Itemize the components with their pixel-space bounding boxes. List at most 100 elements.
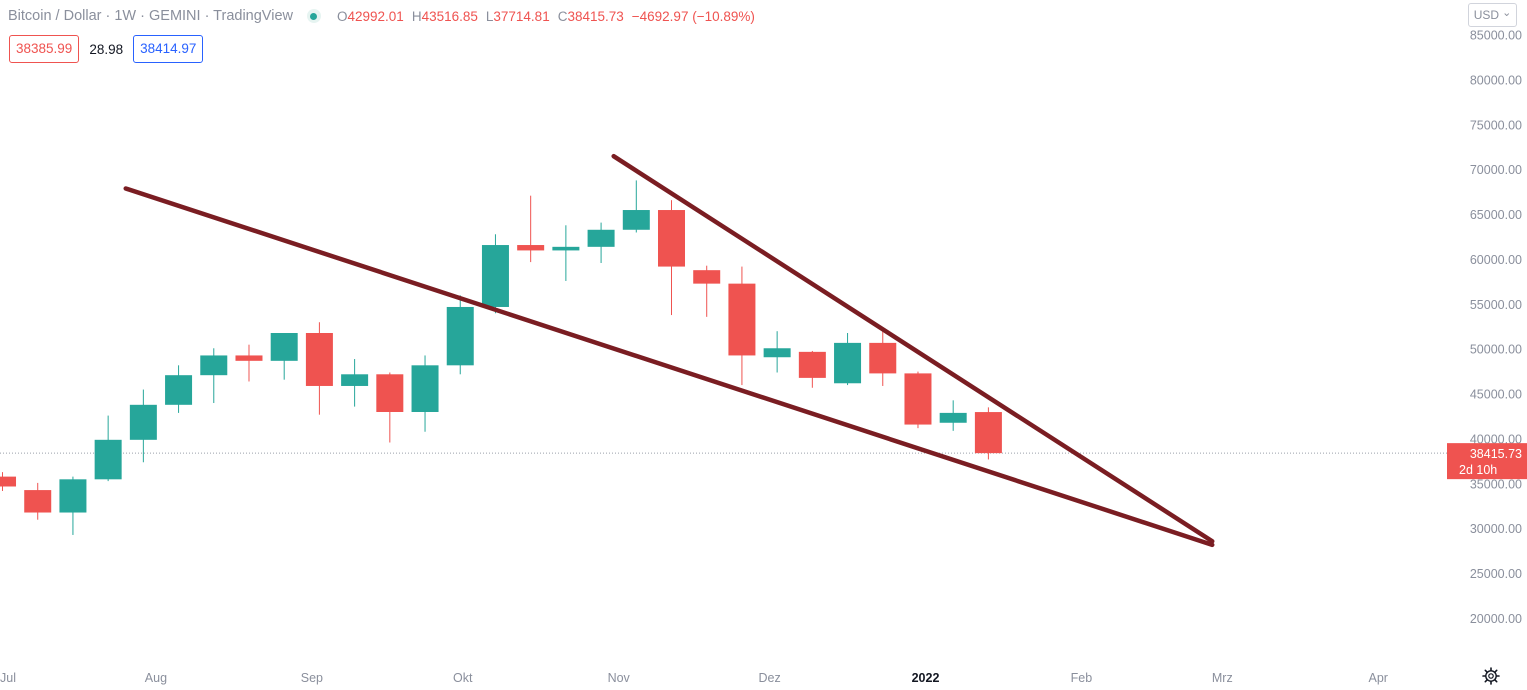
price-tick-label: 85000.00 <box>1470 29 1522 43</box>
candle-body <box>59 479 87 513</box>
candle-body <box>974 412 1002 454</box>
buy-sell-panel: 38385.99 28.98 38414.97 <box>9 35 204 63</box>
last-price-tag: 38415.73 2d 10h <box>1447 443 1527 480</box>
candle-bullish <box>939 400 967 431</box>
candle-body <box>552 246 580 251</box>
candle-body <box>24 490 52 513</box>
candle-bullish <box>94 415 122 482</box>
price-tick-label: 20000.00 <box>1470 612 1522 626</box>
time-axis[interactable]: Jul Aug Sep Okt Nov Dez 2022 Feb Mrz Apr <box>0 671 1388 685</box>
time-tick-label: Okt <box>453 671 473 685</box>
candle-body <box>798 351 826 378</box>
candle-body <box>0 476 17 487</box>
candle-body <box>481 245 509 307</box>
time-tick-label: Feb <box>1071 671 1093 685</box>
trendline[interactable] <box>123 186 1215 548</box>
ohlc-open: O42992.01 <box>336 8 404 24</box>
candle-body <box>517 245 545 251</box>
time-tick-label: 2022 <box>912 671 940 685</box>
gear-icon[interactable] <box>1482 667 1500 685</box>
candle-bullish <box>165 365 193 413</box>
price-tick-label: 80000.00 <box>1470 73 1522 87</box>
candle-bullish <box>59 476 87 535</box>
price-tick-label: 30000.00 <box>1470 522 1522 536</box>
candle-body <box>165 375 193 405</box>
candle-bullish <box>341 359 369 407</box>
buy-price-button[interactable]: 38414.97 <box>133 35 204 63</box>
candle-bullish <box>763 331 791 373</box>
candle-body <box>94 439 122 480</box>
candle-body <box>622 210 650 230</box>
candle-bearish <box>693 265 721 317</box>
candle-bullish <box>552 225 580 281</box>
candle-bullish <box>622 180 650 233</box>
candle-body <box>763 348 791 358</box>
time-tick-label: Mrz <box>1212 671 1233 685</box>
currency-selector[interactable]: USD ⌄ <box>1468 3 1517 27</box>
candle-bearish <box>235 344 263 382</box>
price-tick-label: 75000.00 <box>1470 118 1522 132</box>
chevron-down-icon: ⌄ <box>1502 6 1512 19</box>
candle-bearish <box>658 200 686 316</box>
candle-bearish <box>24 482 52 520</box>
candles-group <box>0 180 1002 535</box>
time-tick-label: Nov <box>608 671 631 685</box>
spread-value: 28.98 <box>89 41 124 57</box>
candle-body <box>376 374 404 412</box>
candle-bullish <box>481 234 509 314</box>
legend-header: Bitcoin / Dollar · 1W · GEMINI · Trading… <box>8 6 763 26</box>
price-tick-label: 70000.00 <box>1470 163 1522 177</box>
candle-bearish <box>0 472 17 491</box>
time-tick-label: Jul <box>0 671 16 685</box>
candle-bullish <box>270 333 298 380</box>
candle-bullish <box>834 333 862 386</box>
candle-bearish <box>376 372 404 443</box>
market-status-icon[interactable] <box>306 9 321 23</box>
candle-bearish <box>798 350 826 388</box>
candle-body <box>235 355 263 361</box>
candle-bearish <box>869 331 897 386</box>
time-tick-label: Aug <box>145 671 167 685</box>
ohlc-change: −4692.97 (−10.89%) <box>631 8 755 24</box>
candle-bearish <box>517 195 545 263</box>
candle-body <box>834 342 862 384</box>
time-tick-label: Sep <box>301 671 323 685</box>
candle-body <box>658 210 686 267</box>
candle-bearish <box>728 266 756 386</box>
candle-body <box>904 373 932 425</box>
price-tick-label: 60000.00 <box>1470 253 1522 267</box>
candle-body <box>587 229 615 247</box>
candle-bullish <box>200 348 228 404</box>
candle-body <box>693 270 721 284</box>
candle-body <box>728 283 756 356</box>
ohlc-low: L37714.81 <box>485 8 550 24</box>
price-tick-label: 35000.00 <box>1470 477 1522 491</box>
time-tick-label: Apr <box>1368 671 1387 685</box>
candle-bullish <box>129 389 157 463</box>
time-tick-label: Dez <box>758 671 780 685</box>
price-tick-label: 50000.00 <box>1470 343 1522 357</box>
last-price-value: 38415.73 <box>1470 447 1522 461</box>
trendlines-group[interactable] <box>123 153 1215 548</box>
last-price-box <box>1447 443 1527 480</box>
candle-body <box>270 333 298 361</box>
candle-body <box>200 355 228 376</box>
candle-body <box>305 333 333 386</box>
candle-bullish <box>587 222 615 263</box>
candle-bearish <box>305 322 333 415</box>
candle-bearish <box>974 407 1002 460</box>
candle-body <box>341 374 369 386</box>
candle-body <box>869 342 897 374</box>
price-tick-label: 40000.00 <box>1470 432 1522 446</box>
price-axis[interactable]: 20000.00 25000.00 30000.00 35000.00 40000.00… <box>1470 29 1522 626</box>
candle-body <box>129 404 157 440</box>
sell-price-button[interactable]: 38385.99 <box>9 35 80 63</box>
price-tick-label: 55000.00 <box>1470 298 1522 312</box>
candle-body <box>446 306 474 366</box>
symbol-title[interactable]: Bitcoin / Dollar · 1W · GEMINI · Trading… <box>8 8 293 24</box>
candle-body <box>939 412 967 423</box>
candle-bearish <box>904 371 932 429</box>
price-tick-label: 45000.00 <box>1470 388 1522 402</box>
trendline[interactable] <box>611 153 1215 544</box>
